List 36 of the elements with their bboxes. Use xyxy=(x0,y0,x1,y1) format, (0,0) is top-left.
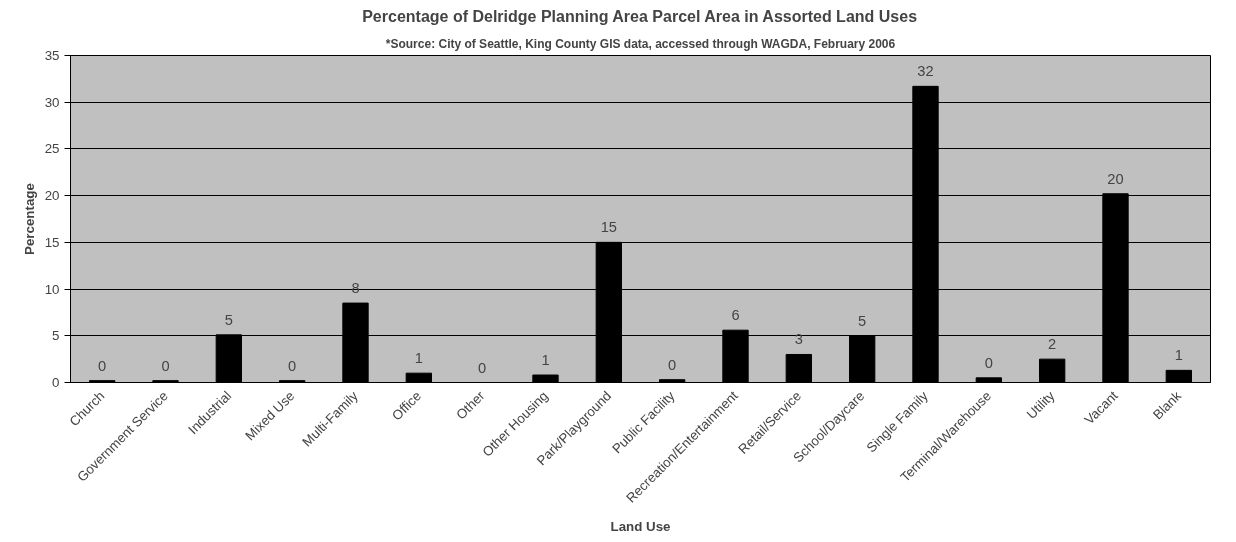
data-label: 32 xyxy=(917,63,934,80)
data-label: 5 xyxy=(858,312,867,329)
chart-title: Percentage of Delridge Planning Area Parcel Area in Assorted Land Uses xyxy=(362,7,918,25)
data-label: 0 xyxy=(98,357,107,374)
y-tick-label: 30 xyxy=(44,94,60,110)
y-axis-title: Percentage xyxy=(21,183,37,255)
data-label: 3 xyxy=(794,331,803,348)
x-axis-title: Land Use xyxy=(610,518,671,534)
y-tick-label: 25 xyxy=(44,141,60,157)
chart-subtitle: *Source: City of Seattle, King County GIS data, accessed through WAGDA, February 2006 xyxy=(385,36,896,51)
data-label: 0 xyxy=(288,357,297,374)
data-label: 6 xyxy=(731,307,740,324)
y-tick-label: 0 xyxy=(52,375,60,390)
data-label: 0 xyxy=(161,357,170,374)
bar xyxy=(532,374,559,383)
data-label: 0 xyxy=(478,359,487,376)
bar xyxy=(1165,369,1192,383)
bar xyxy=(785,353,812,383)
data-label: 5 xyxy=(224,311,233,328)
data-label: 1 xyxy=(414,350,423,367)
bar xyxy=(405,372,432,383)
y-tick-label: 5 xyxy=(52,328,60,344)
data-label: 1 xyxy=(541,352,550,369)
data-label: 2 xyxy=(1048,336,1057,353)
data-label: 15 xyxy=(600,219,617,236)
y-tick-label: 15 xyxy=(44,234,60,250)
bar xyxy=(659,379,686,383)
data-label: 0 xyxy=(984,354,993,371)
bar xyxy=(975,377,1002,383)
data-label: 0 xyxy=(668,356,677,373)
bar xyxy=(1039,358,1066,383)
y-tick-label: 20 xyxy=(44,188,60,204)
y-tick-label: 10 xyxy=(44,281,60,297)
data-label: 20 xyxy=(1107,170,1124,187)
y-tick-label: 35 xyxy=(44,48,60,63)
data-label: 1 xyxy=(1174,347,1183,364)
